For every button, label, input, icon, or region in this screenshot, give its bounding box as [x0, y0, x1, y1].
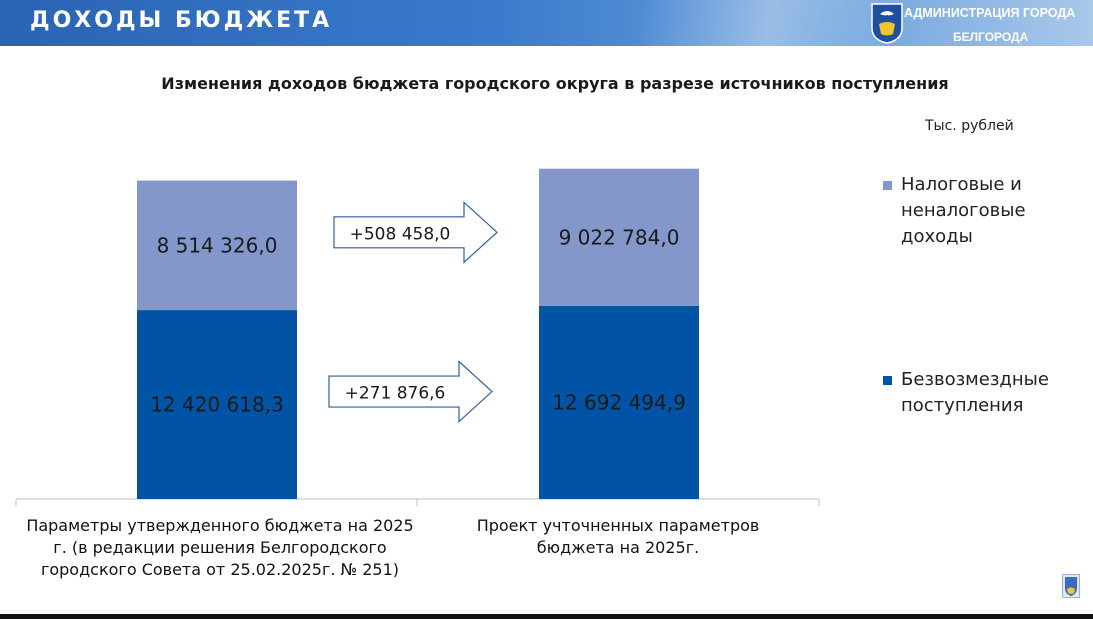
data-label-grants-0: 12 420 618,3 — [150, 393, 284, 417]
unit-label: Тыс. рублей — [925, 118, 1014, 134]
bar-segment-grants-1 — [539, 305, 699, 499]
legend-swatch-grants — [883, 376, 892, 385]
data-label-tax-1: 9 022 784,0 — [559, 225, 680, 249]
chart-title: Изменения доходов бюджета городского окр… — [161, 74, 949, 93]
category-label-draft: Проект учточненных параметров бюджета на… — [476, 516, 760, 557]
header-bar: ДОХОДЫ БЮДЖЕТА АДМИНИСТРАЦИЯ ГОРОДА БЕЛГ… — [0, 0, 1093, 46]
bar-segment-grants-0 — [137, 310, 297, 499]
data-label-grants-1: 12 692 494,9 — [552, 390, 686, 414]
change-arrow-0 — [333, 200, 498, 264]
bar-segment-tax-0 — [137, 180, 297, 311]
legend-label-tax: Налоговые и неналоговые доходы — [901, 174, 1026, 247]
city-emblem-icon — [871, 3, 903, 44]
change-arrow-1 — [328, 360, 493, 423]
administration-name-line2: БЕЛГОРОДА — [953, 30, 1029, 44]
page-title: ДОХОДЫ БЮДЖЕТА — [30, 8, 333, 33]
administration-name-line1: АДМИНИСТРАЦИЯ ГОРОДА — [904, 6, 1076, 20]
bar-segment-tax-1 — [539, 168, 699, 306]
legend-swatch-tax — [883, 181, 892, 190]
change-label-0: +508 458,0 — [350, 224, 451, 244]
legend-label-grants: Безвозмездные поступления — [901, 369, 1049, 416]
category-label-approved: Параметры утвержденного бюджета на 2025 … — [26, 516, 414, 579]
bottom-border — [0, 614, 1093, 619]
data-label-tax-0: 8 514 326,0 — [157, 233, 278, 257]
emblem-small-icon — [1062, 574, 1080, 598]
change-label-1: +271 876,6 — [345, 384, 446, 404]
legend-item-grants: Безвозмездные поступления — [883, 367, 1081, 419]
header-shine — [640, 0, 900, 46]
legend-item-tax: Налоговые и неналоговые доходы — [883, 172, 1081, 250]
